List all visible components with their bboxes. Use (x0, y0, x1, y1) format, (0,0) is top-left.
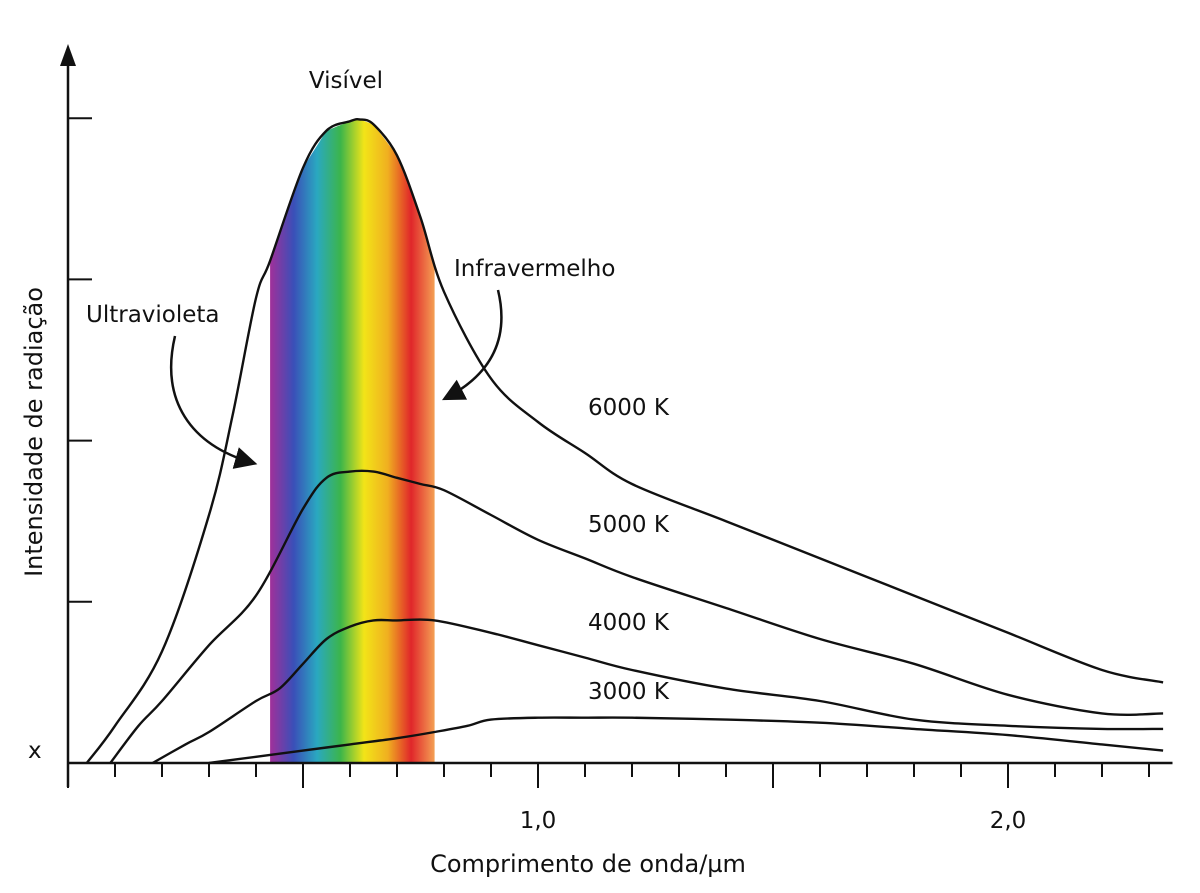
y-axis-label: Intensidade de radiação (20, 287, 48, 577)
x-tick-label: 1,0 (520, 808, 557, 834)
ultraviolet-arrow (170, 335, 258, 469)
series-lines (85, 118, 1164, 765)
series-line-5000-k (109, 469, 1164, 764)
ultraviolet-label: Ultravioleta (86, 302, 220, 328)
origin-label: x (28, 738, 42, 764)
series-label: 4000 K (588, 610, 670, 636)
axes: 1,0 2,0 (60, 44, 1173, 834)
band-label: Visível (309, 68, 383, 94)
series-line-3000-k (208, 716, 1164, 765)
visible-band-fill (270, 119, 435, 764)
x-axis-label: Comprimento de onda/µm (430, 850, 746, 878)
visible-band (270, 119, 435, 764)
series-line-6000-k (85, 118, 1164, 764)
infrared-arrow (442, 289, 503, 401)
series-line-4000-k (152, 618, 1164, 765)
y-axis-arrow-icon (60, 44, 76, 66)
x-tick-label: 2,0 (990, 808, 1027, 834)
series-label: 5000 K (588, 512, 670, 538)
infrared-label: Infravermelho (454, 256, 615, 282)
series-label: 3000 K (588, 679, 670, 705)
series-label: 6000 K (588, 395, 670, 421)
